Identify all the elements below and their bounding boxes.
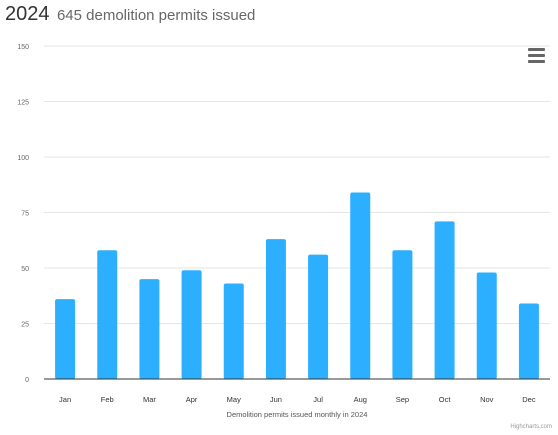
bar <box>434 221 455 379</box>
x-tick-label: Sep <box>396 395 409 404</box>
hamburger-menu-icon-bar <box>528 60 545 63</box>
bar <box>139 279 160 379</box>
x-tick-label: Mar <box>143 395 156 404</box>
x-tick-label: Aug <box>354 395 367 404</box>
x-tick-label: May <box>227 395 241 404</box>
y-tick-label: 50 <box>21 266 29 273</box>
heading-subtitle: 645 demolition permits issued <box>56 7 256 24</box>
x-tick-label: Apr <box>186 395 198 404</box>
x-tick-label: Jan <box>59 395 71 404</box>
bar <box>55 299 76 379</box>
y-tick-label: 100 <box>17 155 29 162</box>
x-axis-title: Demolition permits issued monthly in 202… <box>227 410 368 419</box>
y-tick-label: 150 <box>17 44 29 51</box>
bar <box>392 250 413 379</box>
x-tick-label: Feb <box>101 395 114 404</box>
bar <box>518 303 539 379</box>
bar <box>476 272 497 379</box>
x-tick-label: Jun <box>270 395 282 404</box>
bar <box>308 254 329 379</box>
bar <box>97 250 118 379</box>
bar <box>223 283 244 379</box>
chart-menu-button[interactable] <box>524 44 550 68</box>
x-tick-label: Jul <box>313 395 323 404</box>
chart-credit[interactable]: Highcharts.com <box>510 424 552 430</box>
chart-heading: 2024 645 demolition permits issued <box>5 3 255 26</box>
y-tick-label: 75 <box>21 211 29 218</box>
x-tick-label: Nov <box>480 395 494 404</box>
hamburger-menu-icon <box>528 48 545 51</box>
y-tick-label: 0 <box>25 377 29 384</box>
bar <box>350 192 371 379</box>
y-tick-label: 25 <box>21 322 29 329</box>
y-tick-label: 125 <box>17 100 29 107</box>
x-tick-label: Dec <box>522 395 536 404</box>
heading-year: 2024 <box>5 3 50 25</box>
x-tick-label: Oct <box>439 395 452 404</box>
hamburger-menu-icon-bar <box>528 54 545 57</box>
bar <box>265 239 286 379</box>
bar <box>181 270 202 379</box>
